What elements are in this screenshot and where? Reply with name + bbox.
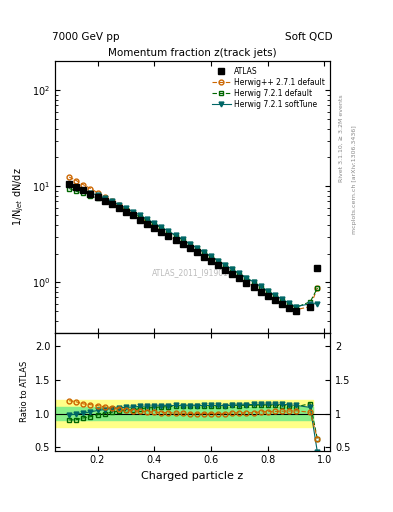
Legend: ATLAS, Herwig++ 2.7.1 default, Herwig 7.2.1 default, Herwig 7.2.1 softTune: ATLAS, Herwig++ 2.7.1 default, Herwig 7.… [210, 65, 326, 110]
Text: 7000 GeV pp: 7000 GeV pp [52, 32, 120, 42]
Text: Soft QCD: Soft QCD [285, 32, 333, 42]
Y-axis label: Ratio to ATLAS: Ratio to ATLAS [20, 361, 29, 422]
Text: Rivet 3.1.10, ≥ 3.2M events: Rivet 3.1.10, ≥ 3.2M events [339, 94, 344, 182]
Text: ATLAS_2011_I919017: ATLAS_2011_I919017 [152, 268, 233, 278]
X-axis label: Charged particle z: Charged particle z [141, 471, 244, 481]
Text: mcplots.cern.ch [arXiv:1306.3436]: mcplots.cern.ch [arXiv:1306.3436] [352, 125, 357, 233]
Y-axis label: 1/N$_{jet}$ dN/dz: 1/N$_{jet}$ dN/dz [12, 168, 26, 226]
Title: Momentum fraction z(track jets): Momentum fraction z(track jets) [108, 48, 277, 58]
